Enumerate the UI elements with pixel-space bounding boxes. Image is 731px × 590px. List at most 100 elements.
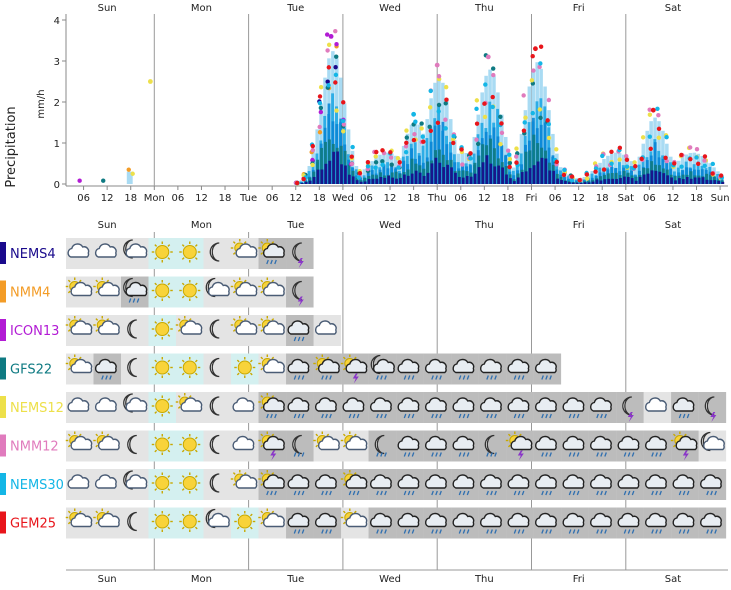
precip-model-bar <box>611 178 615 184</box>
cloudy-rain-icon <box>425 435 447 457</box>
precip-dot-gem25 <box>349 154 354 159</box>
precip-dot-gem25 <box>656 126 662 131</box>
precip-dot-nmm12 <box>333 28 338 34</box>
precip-dot-gem25 <box>435 120 441 125</box>
precip-model-bar <box>705 179 709 184</box>
cloudy-rain-icon <box>617 474 640 496</box>
cloudy-rain-icon <box>617 435 640 457</box>
sun-cloud-icon <box>340 431 368 451</box>
model-color-tag <box>0 434 6 457</box>
precip-dot-nems12 <box>640 135 646 140</box>
precip-dot-gem25 <box>374 149 379 155</box>
bottom-day-label-thu: Thu <box>474 574 494 585</box>
precip-model-bar <box>536 161 540 184</box>
precip-dot-gem25 <box>507 164 512 170</box>
precip-dot-nems30 <box>710 161 716 167</box>
precip-dot-nems30 <box>403 149 409 155</box>
x-tick-label: Thu <box>427 193 447 204</box>
precip-dot-gem25 <box>421 139 426 144</box>
sun-cloud-icon <box>65 431 93 451</box>
precip-dot-gem25 <box>577 178 582 183</box>
precip-model-bar <box>513 181 516 184</box>
precip-dot-nems30 <box>694 155 699 160</box>
precip-dot-nems30 <box>420 134 425 139</box>
precip-dot-gem25 <box>310 143 315 149</box>
moon-storm-icon <box>704 396 717 422</box>
sun-cloud-icon <box>93 431 120 451</box>
cloudy-rain-icon <box>342 397 365 419</box>
precip-model-bar <box>615 178 619 184</box>
cloudy-rain-icon <box>590 397 612 419</box>
precip-model-bar <box>552 170 556 184</box>
cloudy-rain-icon <box>369 397 392 419</box>
x-tick-label: Mon <box>144 193 165 204</box>
precip-model-bar <box>689 171 693 184</box>
top-day-label-wed: Wed <box>379 3 401 14</box>
precip-dot-nems30 <box>702 163 707 169</box>
cloudy-icon <box>94 474 117 489</box>
x-tick-label: 06 <box>454 193 467 204</box>
precip-model-bar <box>446 164 450 184</box>
precip-model-bar <box>485 155 489 184</box>
precip-dot-nems30 <box>436 109 441 114</box>
x-tick-label: Fri <box>526 193 538 204</box>
precip-dot-gem25 <box>695 161 701 166</box>
precip-model-bar <box>347 164 351 184</box>
precip-dot-gem25 <box>380 148 385 153</box>
cloudy-rain-icon <box>617 512 640 534</box>
precip-model-bar <box>587 180 591 184</box>
precip-dot-gem25 <box>569 174 575 179</box>
sun-cloud-rain-icon <box>258 470 285 496</box>
moon-icon <box>127 434 137 455</box>
precip-model-bar <box>501 167 505 184</box>
cloudy-rain-icon <box>507 512 530 534</box>
sun-icon <box>179 280 201 301</box>
cloudy-icon <box>67 243 90 258</box>
cloudy-rain-icon <box>314 474 337 496</box>
x-tick-label: Tue <box>239 193 257 204</box>
top-day-label-sat: Sat <box>665 3 681 14</box>
cloudy-icon <box>645 397 667 412</box>
sun-cloud-rain-icon <box>258 393 285 419</box>
precip-dot-gem25 <box>648 146 653 151</box>
precip-dot-gfs22 <box>101 178 106 183</box>
y-tick-label: 0 <box>54 180 60 191</box>
bottom-day-label-sat: Sat <box>665 574 681 585</box>
precip-dot-nems12 <box>334 108 339 113</box>
model-row-gem25: GEM25 <box>0 507 727 539</box>
precip-dot-nems12 <box>443 84 449 90</box>
cloudy-rain-icon <box>452 397 475 419</box>
sun-cloud-icon <box>258 508 285 528</box>
x-tick-label: 06 <box>77 193 90 204</box>
precip-dot-nems30 <box>365 164 371 169</box>
sun-cloud-icon <box>93 277 120 297</box>
precip-dot-gem25 <box>601 167 607 172</box>
precip-model-bar <box>634 180 638 184</box>
precip-model-bar <box>316 169 320 184</box>
precip-dot-nems12 <box>546 135 552 141</box>
precip-model-bar <box>678 178 682 184</box>
precip-dot-gem25 <box>317 94 323 99</box>
precip-dot-gem25 <box>679 152 684 158</box>
precip-model-bar <box>344 165 348 184</box>
precip-dot-nems12 <box>529 78 535 83</box>
precip-model-bar <box>599 176 603 184</box>
precip-dot-nems12 <box>341 129 346 134</box>
x-tick-label: 06 <box>549 193 562 204</box>
precip-model-bar <box>564 180 568 184</box>
precip-dot-nems30 <box>538 61 543 66</box>
precip-model-bar <box>646 173 650 184</box>
precip-dot-nems12 <box>395 155 401 161</box>
precip-model-bar <box>532 134 536 184</box>
cloudy-rain-icon <box>452 358 475 380</box>
precip-model-bar <box>454 172 458 184</box>
precip-dot-nems12 <box>537 107 543 112</box>
precip-dot-nems30 <box>609 161 614 166</box>
mid-day-label-wed: Wed <box>379 220 401 231</box>
sun-cloud-icon <box>258 354 285 374</box>
precip-dot-nmm12 <box>546 97 552 103</box>
precip-model-bar <box>721 181 725 184</box>
sun-icon <box>179 434 201 455</box>
precip-model-bar <box>304 181 308 184</box>
precip-model-bar <box>340 164 344 184</box>
